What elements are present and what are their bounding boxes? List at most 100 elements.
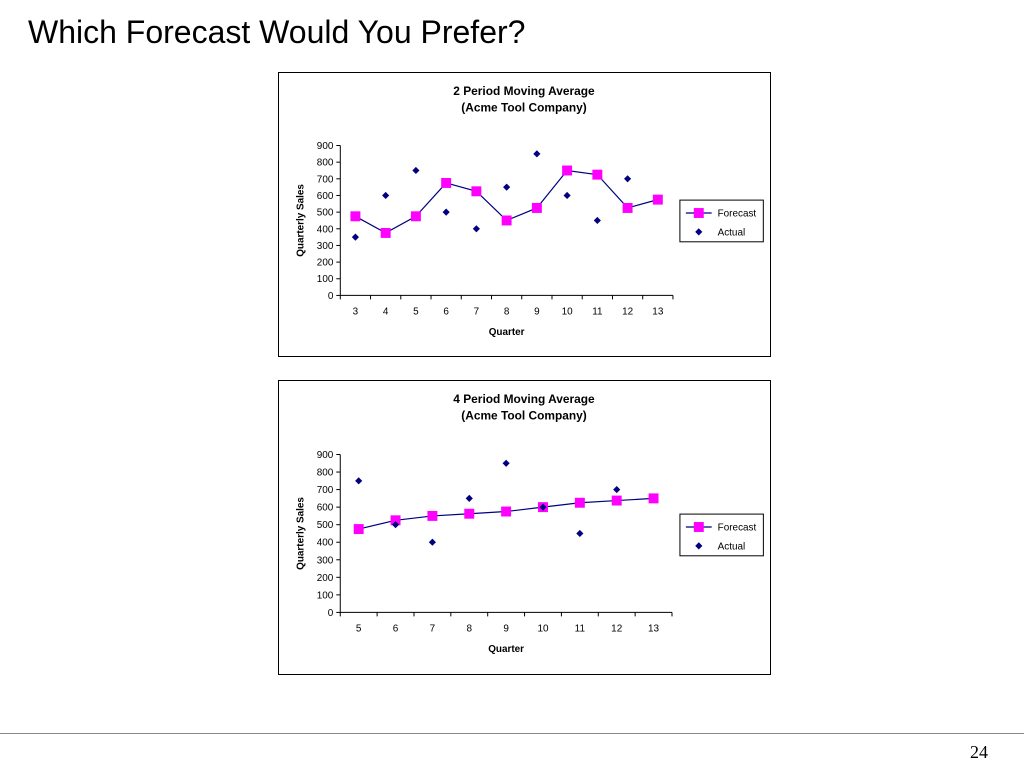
x-tick-label: 11 bbox=[592, 306, 603, 317]
x-tick-label: 9 bbox=[503, 623, 509, 634]
legend-label: Forecast bbox=[718, 522, 757, 533]
forecast-point bbox=[562, 165, 573, 176]
forecast-point bbox=[531, 202, 542, 213]
legend-forecast-marker bbox=[693, 522, 704, 532]
forecast-point bbox=[611, 495, 622, 506]
chart-4-period-moving-average: 4 Period Moving Average (Acme Tool Compan… bbox=[278, 380, 771, 675]
actual-point bbox=[382, 191, 390, 200]
forecast-point bbox=[410, 211, 421, 222]
x-tick-label: 9 bbox=[534, 306, 540, 317]
chart-svg: 4 Period Moving Average (Acme Tool Compan… bbox=[296, 392, 764, 655]
y-tick-label: 500 bbox=[317, 520, 334, 531]
legend-forecast-marker bbox=[693, 208, 704, 218]
y-tick-label: 600 bbox=[317, 503, 334, 514]
chart-2-period-moving-average: 2 Period Moving Average (Acme Tool Compan… bbox=[278, 72, 771, 357]
x-tick-label: 6 bbox=[393, 623, 399, 634]
forecast-point bbox=[648, 493, 659, 504]
y-tick-label: 800 bbox=[317, 468, 334, 479]
forecast-point bbox=[501, 215, 512, 226]
actual-point bbox=[355, 477, 363, 485]
y-tick-label: 0 bbox=[328, 608, 334, 619]
slide-title: Which Forecast Would You Prefer? bbox=[28, 14, 526, 50]
forecast-point bbox=[652, 194, 663, 205]
x-tick-label: 7 bbox=[430, 623, 436, 634]
y-tick-label: 400 bbox=[317, 224, 334, 235]
x-tick-label: 13 bbox=[652, 306, 664, 317]
forecast-point bbox=[622, 202, 633, 213]
x-axis-label: Quarter bbox=[488, 644, 524, 655]
y-tick-label: 0 bbox=[328, 291, 334, 302]
x-tick-label: 5 bbox=[413, 306, 419, 317]
actual-point bbox=[465, 494, 473, 502]
legend-label: Actual bbox=[718, 227, 746, 238]
x-tick-label: 4 bbox=[383, 306, 389, 317]
y-tick-label: 200 bbox=[317, 573, 334, 584]
y-tick-label: 600 bbox=[317, 191, 334, 202]
footer-divider bbox=[0, 733, 1024, 734]
forecast-point bbox=[501, 506, 512, 517]
chart-title: 2 Period Moving Average bbox=[453, 84, 595, 98]
y-axis-label: Quarterly Sales bbox=[296, 184, 307, 257]
legend-actual-marker bbox=[695, 542, 703, 550]
legend-label: Actual bbox=[718, 541, 746, 552]
actual-point bbox=[533, 150, 541, 158]
actual-point bbox=[428, 538, 436, 546]
actual-point bbox=[351, 233, 359, 241]
actual-point bbox=[502, 459, 510, 467]
actual-point bbox=[613, 486, 621, 494]
y-tick-label: 700 bbox=[317, 485, 334, 496]
y-tick-label: 100 bbox=[317, 274, 334, 285]
actual-point bbox=[442, 208, 450, 216]
x-tick-label: 7 bbox=[474, 306, 480, 317]
actual-point bbox=[472, 225, 480, 233]
chart-svg: 2 Period Moving Average (Acme Tool Compan… bbox=[296, 84, 764, 338]
x-tick-label: 8 bbox=[467, 623, 473, 634]
chart-subtitle: (Acme Tool Company) bbox=[461, 409, 586, 423]
actual-point bbox=[412, 166, 420, 175]
x-axis-label: Quarter bbox=[489, 327, 525, 338]
legend-label: Forecast bbox=[718, 208, 757, 219]
y-tick-label: 200 bbox=[317, 258, 334, 269]
legend-actual-marker bbox=[695, 228, 703, 236]
y-axis-label: Quarterly Sales bbox=[296, 497, 307, 570]
y-tick-label: 900 bbox=[317, 141, 334, 152]
forecast-point bbox=[592, 169, 603, 180]
x-tick-label: 13 bbox=[648, 623, 660, 634]
y-tick-label: 900 bbox=[317, 450, 334, 461]
y-tick-label: 700 bbox=[317, 174, 334, 185]
legend-box bbox=[679, 199, 764, 243]
forecast-point bbox=[353, 524, 364, 535]
legend: Forecast Actual bbox=[679, 199, 764, 243]
actual-point bbox=[503, 183, 511, 191]
x-tick-label: 3 bbox=[353, 306, 359, 317]
actual-point bbox=[624, 175, 632, 183]
x-tick-label: 5 bbox=[356, 623, 362, 634]
y-tick-label: 300 bbox=[317, 555, 334, 566]
x-tick-label: 6 bbox=[443, 306, 449, 317]
x-tick-label: 12 bbox=[622, 306, 634, 317]
actual-point bbox=[563, 191, 571, 200]
x-tick-label: 8 bbox=[504, 306, 510, 317]
legend: Forecast Actual bbox=[679, 513, 764, 557]
legend-box bbox=[679, 513, 764, 557]
forecast-point bbox=[464, 508, 475, 519]
x-tick-label: 10 bbox=[537, 623, 549, 634]
forecast-point bbox=[427, 510, 438, 521]
y-tick-label: 500 bbox=[317, 208, 334, 219]
x-tick-label: 12 bbox=[611, 623, 623, 634]
y-tick-label: 300 bbox=[317, 241, 334, 252]
forecast-point bbox=[441, 178, 452, 188]
forecast-point bbox=[350, 211, 361, 222]
forecast-point bbox=[471, 186, 482, 197]
y-tick-label: 800 bbox=[317, 158, 334, 169]
actual-point bbox=[539, 503, 547, 511]
page-number: 24 bbox=[970, 742, 988, 762]
forecast-point bbox=[380, 227, 391, 238]
x-tick-label: 10 bbox=[562, 306, 574, 317]
forecast-point bbox=[390, 515, 401, 526]
x-tick-label: 11 bbox=[575, 623, 586, 634]
chart-subtitle: (Acme Tool Company) bbox=[461, 101, 586, 115]
y-tick-label: 100 bbox=[317, 590, 334, 601]
actual-point bbox=[576, 529, 584, 538]
chart-title: 4 Period Moving Average bbox=[453, 392, 595, 406]
